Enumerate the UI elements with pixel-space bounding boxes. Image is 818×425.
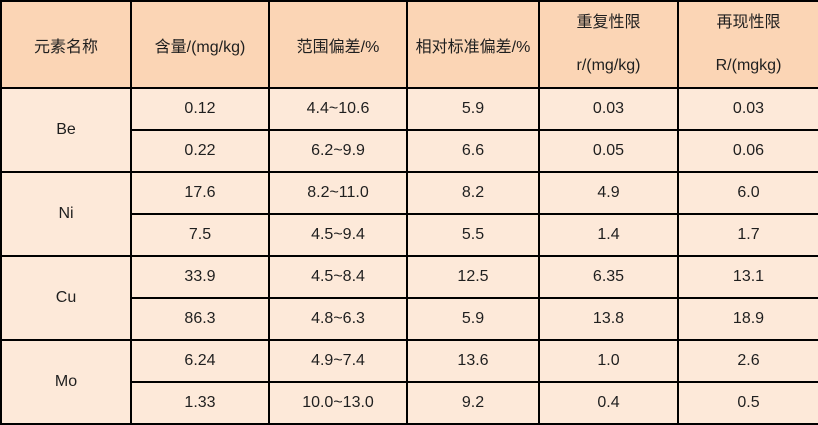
reproducibility-cell: 0.06 [677, 129, 818, 173]
table-row: 1.33 10.0~13.0 9.2 0.4 0.5 [1, 381, 818, 425]
reproducibility-cell: 18.9 [677, 297, 818, 341]
rsd-cell: 5.9 [406, 297, 540, 341]
header-repeatability-limit: 重复性限 r/(mg/kg) [538, 0, 679, 89]
repeatability-cell: 0.4 [538, 381, 679, 425]
repeatability-cell: 0.05 [538, 129, 679, 173]
repeatability-cell: 4.9 [538, 171, 679, 215]
header-row: 元素名称 含量/(mg/kg) 范围偏差/% 相对标准偏差/% 重复性限 r/(… [0, 0, 818, 89]
header-repeatability-unit: r/(mg/kg) [576, 56, 641, 74]
rsd-cell: 9.2 [406, 381, 540, 425]
table-row: 0.22 6.2~9.9 6.6 0.05 0.06 [1, 129, 818, 173]
range-cell: 4.9~7.4 [268, 339, 408, 383]
reproducibility-cell: 0.03 [677, 87, 818, 131]
repeatability-cell: 13.8 [538, 297, 679, 341]
range-cell: 4.5~8.4 [268, 255, 408, 299]
range-cell: 4.4~10.6 [268, 87, 408, 131]
header-reproducibility-limit: 再现性限 R/(mgkg) [677, 0, 818, 89]
header-content: 含量/(mg/kg) [130, 0, 270, 89]
reproducibility-cell: 6.0 [677, 171, 818, 215]
reproducibility-cell: 13.1 [677, 255, 818, 299]
repeatability-cell: 0.03 [538, 87, 679, 131]
table-body: Be 0.12 4.4~10.6 5.9 0.03 0.03 0.22 6.2~… [0, 87, 818, 425]
table-row: Cu 33.9 4.5~8.4 12.5 6.35 13.1 [0, 255, 818, 341]
content-cell: 6.24 [130, 339, 270, 383]
table-row: 86.3 4.8~6.3 5.9 13.8 18.9 [1, 297, 818, 341]
header-relative-std-deviation: 相对标准偏差/% [406, 0, 540, 89]
range-cell: 4.5~9.4 [268, 213, 408, 257]
rsd-cell: 5.9 [406, 87, 540, 131]
table-row: Ni 17.6 8.2~11.0 8.2 4.9 6.0 [0, 171, 818, 257]
element-cell-mo: Mo [0, 339, 132, 425]
rsd-cell: 8.2 [406, 171, 540, 215]
element-cell-be: Be [0, 87, 132, 173]
table-row: Be 0.12 4.4~10.6 5.9 0.03 0.03 [0, 87, 818, 173]
rsd-cell: 5.5 [406, 213, 540, 257]
header-element-name: 元素名称 [0, 0, 132, 89]
header-reproducibility-unit: R/(mgkg) [715, 56, 782, 74]
range-cell: 8.2~11.0 [268, 171, 408, 215]
content-cell: 1.33 [130, 381, 270, 425]
reproducibility-cell: 1.7 [677, 213, 818, 257]
content-cell: 0.12 [130, 87, 270, 131]
element-cell-ni: Ni [0, 171, 132, 257]
range-cell: 4.8~6.3 [268, 297, 408, 341]
range-cell: 10.0~13.0 [268, 381, 408, 425]
rsd-cell: 13.6 [406, 339, 540, 383]
element-cell-cu: Cu [0, 255, 132, 341]
rsd-cell: 12.5 [406, 255, 540, 299]
table-header: 元素名称 含量/(mg/kg) 范围偏差/% 相对标准偏差/% 重复性限 r/(… [0, 0, 818, 89]
reproducibility-cell: 2.6 [677, 339, 818, 383]
repeatability-cell: 1.4 [538, 213, 679, 257]
range-cell: 6.2~9.9 [268, 129, 408, 173]
content-cell: 0.22 [130, 129, 270, 173]
header-repeatability-title: 重复性限 [576, 14, 641, 32]
repeatability-cell: 1.0 [538, 339, 679, 383]
table-row: 7.5 4.5~9.4 5.5 1.4 1.7 [1, 213, 818, 257]
rsd-cell: 6.6 [406, 129, 540, 173]
table-row: Mo 6.24 4.9~7.4 13.6 1.0 2.6 [0, 339, 818, 425]
content-cell: 86.3 [130, 297, 270, 341]
content-cell: 7.5 [130, 213, 270, 257]
repeatability-cell: 6.35 [538, 255, 679, 299]
reproducibility-cell: 0.5 [677, 381, 818, 425]
header-range-deviation: 范围偏差/% [268, 0, 408, 89]
header-reproducibility-title: 再现性限 [716, 14, 781, 32]
content-cell: 33.9 [130, 255, 270, 299]
content-cell: 17.6 [130, 171, 270, 215]
